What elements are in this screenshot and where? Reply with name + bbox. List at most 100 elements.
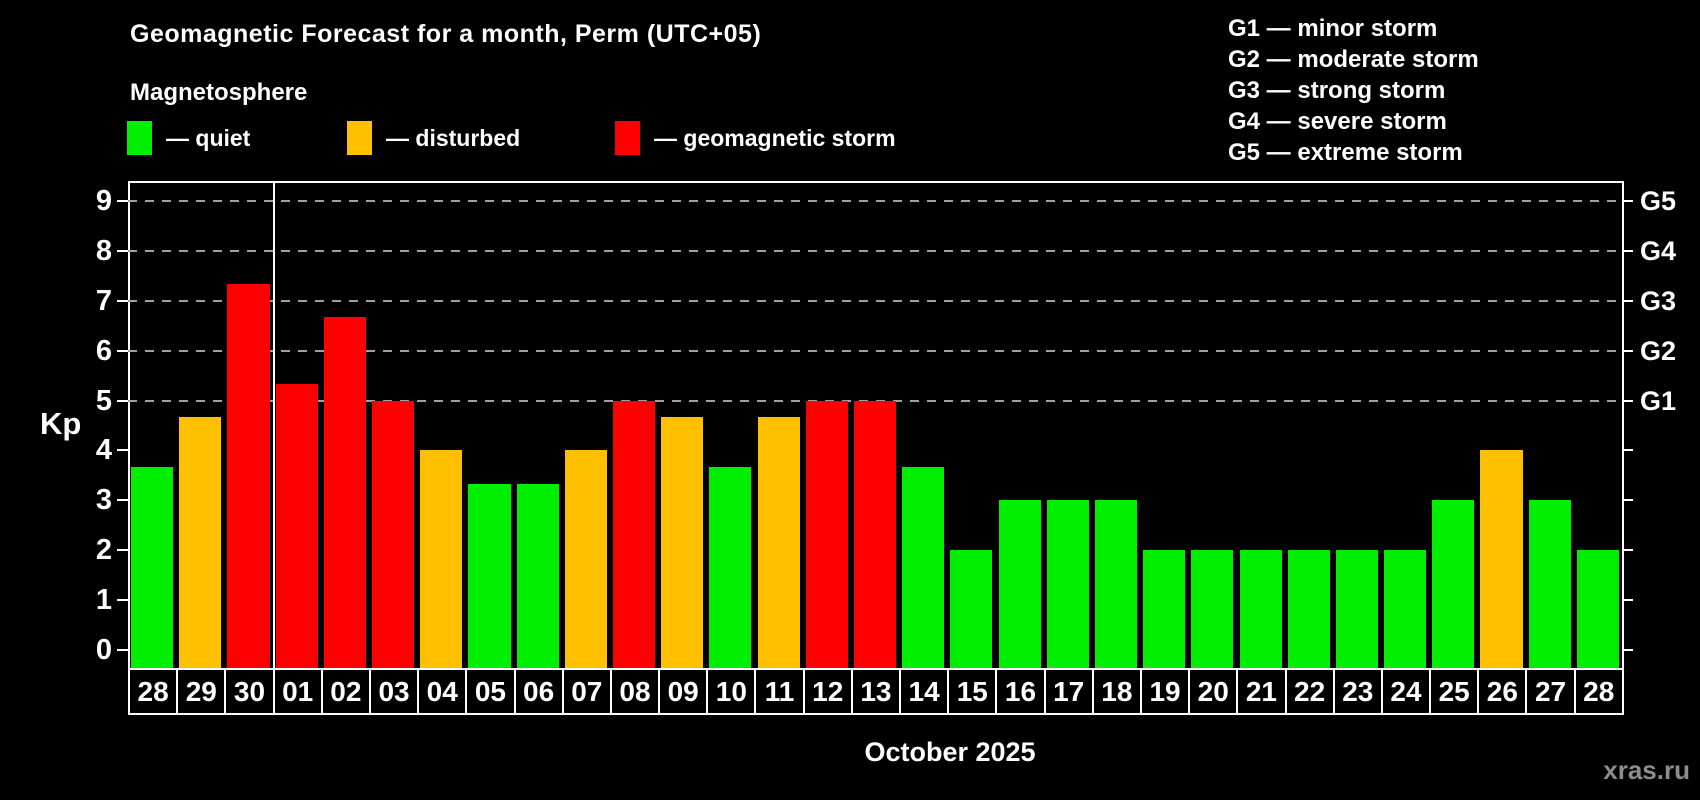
plot-top-border <box>128 181 1624 183</box>
right-axis-label-G3: G3 <box>1640 285 1677 316</box>
kp-bar-day-14 <box>902 466 945 668</box>
kp-bar-day-18 <box>1094 500 1138 668</box>
month-separator-line <box>273 181 275 668</box>
date-cell-26: 24 <box>1380 668 1432 715</box>
legend-label-quiet: — quiet <box>166 124 251 151</box>
gridline-kp-7 <box>128 299 1622 302</box>
date-cell-23: 21 <box>1236 668 1287 715</box>
kp-bar-day-17 <box>1046 500 1089 668</box>
kp-bar-day-05 <box>468 483 511 668</box>
date-cell-9: 07 <box>561 668 612 715</box>
right-axis-line <box>1622 181 1624 668</box>
kp-bar-day-13 <box>853 400 897 668</box>
watermark: xras.ru <box>1603 755 1690 785</box>
kp-bar-day-09 <box>661 417 704 668</box>
date-cell-20: 18 <box>1091 668 1142 715</box>
date-cell-28: 26 <box>1477 668 1528 715</box>
y-tick-label-2: 2 <box>95 534 112 567</box>
kp-bar-day-15 <box>950 550 993 668</box>
kp-bar-day-07 <box>564 450 607 668</box>
y-tick-label-1: 1 <box>95 584 112 617</box>
kp-bar-day-22 <box>1287 550 1330 668</box>
kp-bar-day-27 <box>1528 500 1571 668</box>
left-tick-2 <box>117 549 128 552</box>
kp-bar-day-21 <box>1239 550 1282 668</box>
date-cell-1: 29 <box>176 668 227 715</box>
legend-item-disturbed: — disturbed <box>347 121 520 155</box>
left-tick-8 <box>117 249 128 252</box>
date-cell-25: 23 <box>1332 668 1383 715</box>
right-axis-label-G5: G5 <box>1640 185 1677 216</box>
g-scale-legend: G1 — minor storm G2 — moderate storm G3 — … <box>1228 13 1479 168</box>
gridline-kp-9 <box>128 199 1622 202</box>
date-cell-2: 30 <box>224 668 275 715</box>
kp-bar-day-01 <box>275 384 318 668</box>
plot-area <box>128 181 1622 668</box>
kp-bar-day-10 <box>709 466 752 668</box>
legend-item-storm: — geomagnetic storm <box>615 121 896 155</box>
kp-bar-day-19 <box>1143 550 1186 668</box>
date-cell-22: 20 <box>1188 668 1239 715</box>
date-cell-30: 28 <box>1573 668 1624 715</box>
left-tick-4 <box>117 449 128 452</box>
kp-bar-day-03 <box>372 400 415 668</box>
kp-bar-day-23 <box>1335 550 1378 668</box>
right-axis-label-G4: G4 <box>1640 235 1677 266</box>
y-tick-label-0: 0 <box>95 634 112 666</box>
date-cell-17: 15 <box>947 668 998 715</box>
kp-bar-day-08 <box>612 400 656 668</box>
date-cell-6: 04 <box>417 668 468 715</box>
y-tick-label-9: 9 <box>95 184 112 217</box>
date-cell-21: 19 <box>1139 668 1191 715</box>
date-cell-13: 11 <box>754 668 805 715</box>
g-legend-line-5: G5 — extreme storm <box>1228 139 1463 166</box>
date-cell-11: 09 <box>658 668 709 715</box>
date-cell-10: 08 <box>609 668 661 715</box>
legend-swatch-quiet <box>127 121 152 155</box>
gridline-kp-6 <box>128 349 1622 352</box>
left-tick-5 <box>117 399 128 402</box>
date-cell-8: 06 <box>513 668 564 715</box>
y-axis-line <box>128 181 130 668</box>
g-legend-line-3: G3 — strong storm <box>1228 77 1446 104</box>
left-tick-1 <box>117 599 128 602</box>
date-cell-29: 27 <box>1525 668 1576 715</box>
date-cell-3: 01 <box>272 668 323 715</box>
kp-bar-day-28 <box>131 466 174 668</box>
kp-bar-day-26 <box>1480 450 1523 668</box>
x-axis-title: October 2025 <box>864 737 1036 767</box>
kp-bar-day-20 <box>1191 550 1234 668</box>
g-legend-line-2: G2 — moderate storm <box>1228 46 1479 73</box>
left-tick-0 <box>117 649 128 651</box>
date-cell-0: 28 <box>128 668 179 715</box>
legend-swatch-storm <box>615 121 640 155</box>
gridline-kp-8 <box>128 249 1622 252</box>
date-cell-16: 14 <box>899 668 950 715</box>
chart-title: Geomagnetic Forecast for a month, Perm (… <box>130 20 762 48</box>
legend-label-disturbed: — disturbed <box>386 124 521 151</box>
date-cell-7: 05 <box>465 668 516 715</box>
date-cell-15: 13 <box>850 668 901 715</box>
y-tick-label-6: 6 <box>95 334 112 367</box>
legend-swatch-disturbed <box>347 121 372 155</box>
y-tick-label-3: 3 <box>95 484 112 517</box>
kp-bar-day-16 <box>998 500 1041 668</box>
kp-bar-day-06 <box>516 483 559 668</box>
right-axis-label-G1: G1 <box>1640 385 1677 416</box>
left-tick-6 <box>117 349 128 352</box>
chart-subtitle: Magnetosphere <box>130 79 308 106</box>
kp-bar-day-29 <box>179 417 222 668</box>
x-axis-date-row: 28 29 30 01 02 03 04 05 06 07 08 09 10 11 12 13 14 15 16 17… <box>128 668 1624 715</box>
date-cell-27: 25 <box>1429 668 1480 715</box>
kp-bar-day-04 <box>420 450 463 668</box>
kp-bar-day-12 <box>805 400 848 668</box>
left-tick-9 <box>117 199 128 202</box>
right-axis-label-G2: G2 <box>1640 335 1677 366</box>
date-cell-19: 17 <box>1043 668 1094 715</box>
date-cell-4: 02 <box>320 668 371 715</box>
date-cell-14: 12 <box>802 668 853 715</box>
date-cell-18: 16 <box>995 668 1046 715</box>
g-legend-line-1: G1 — minor storm <box>1228 15 1438 42</box>
legend-item-quiet: — quiet <box>127 121 250 155</box>
left-tick-7 <box>117 299 128 302</box>
